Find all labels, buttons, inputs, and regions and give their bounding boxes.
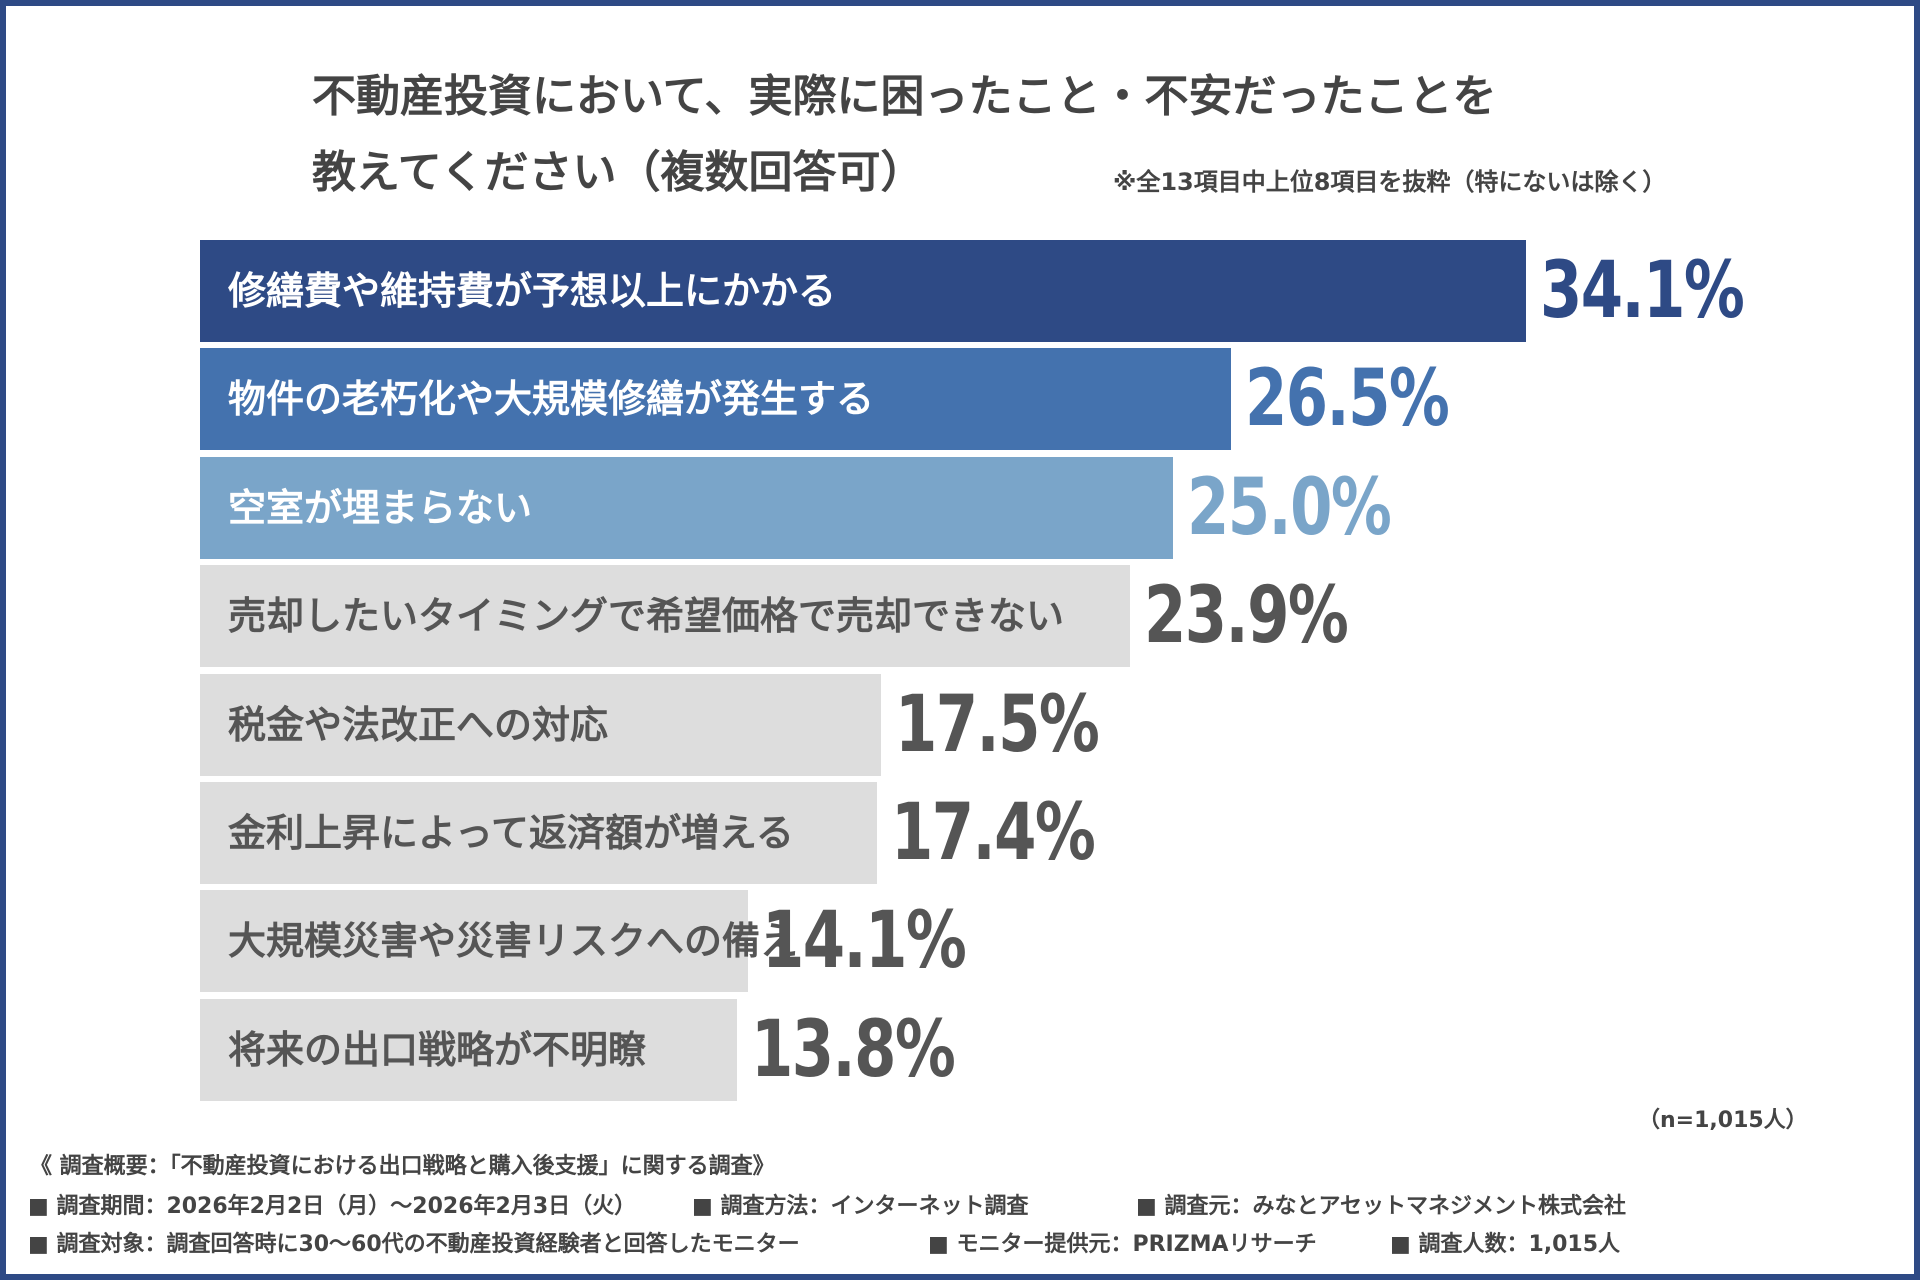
monitor-provider: ■ モニター提供元：PRIZMAリサーチ <box>928 1232 1317 1257</box>
bar <box>200 348 1231 451</box>
data-label: 17.4% <box>890 788 1096 878</box>
chart-title-line2: 教えてください（複数回答可） <box>312 147 925 198</box>
footer-row1: ■ 調査期間：2026年2月2日（月）〜2026年2月3日（火） ■ 調査方法：… <box>0 1188 1920 1219</box>
data-label: 26.5% <box>1244 354 1450 445</box>
bar <box>200 890 749 993</box>
bar-label: 物件の老朽化や大規模修繕が発生する <box>228 377 875 422</box>
chart-note: ※全13項目中上位8項目を抜粋（特にないは除く） <box>1113 168 1667 196</box>
bar-label: 金利上昇によって返済額が増える <box>228 811 794 855</box>
bar <box>200 456 1173 559</box>
survey-source: ■ 調査元：みなとアセットマネジメント株式会社 <box>1136 1194 1627 1219</box>
footer-row2: ■ 調査対象：調査回答時に30〜60代の不動産投資経験者と回答したモニター ■ … <box>0 1226 1920 1257</box>
chart-title-line1: 不動産投資において、実際に困ったこと・不安だったことを <box>312 71 1497 122</box>
survey-target: ■ 調査対象：調査回答時に30〜60代の不動産投資経験者と回答したモニター <box>28 1232 800 1257</box>
bar-label: 空室が埋まらない <box>228 485 533 530</box>
data-label: 14.1% <box>762 896 967 987</box>
bar-label: 売却したいタイミングで希望価格で売却できない <box>228 594 1065 639</box>
survey-count: ■ 調査人数：1,015人 <box>1390 1232 1621 1257</box>
data-label: 23.9% <box>1143 571 1349 662</box>
data-label: 25.0% <box>1186 462 1392 553</box>
sample-size: （n=1,015人） <box>1638 1108 1808 1133</box>
bar <box>200 782 877 884</box>
bar-label: 修繕費や維持費が予想以上にかかる <box>228 269 837 313</box>
bar-label: 大規模災害や災害リスクへの備え <box>228 919 799 964</box>
data-label: 17.5% <box>894 679 1100 770</box>
bar <box>200 998 737 1101</box>
data-label: 13.8% <box>750 1004 956 1095</box>
data-label: 34.1% <box>1540 246 1745 336</box>
bar <box>200 240 1527 342</box>
survey-period: ■ 調査期間：2026年2月2日（月）〜2026年2月3日（火） <box>28 1194 637 1219</box>
bar <box>200 565 1130 668</box>
survey-method: ■ 調査方法：インターネット調査 <box>692 1194 1029 1219</box>
footer-heading: 《 調査概要：「不動産投資における出口戦略と購入後支援」に関する調査》 <box>30 1154 775 1179</box>
bar-label: 税金や法改正への対応 <box>228 702 609 747</box>
bar <box>200 673 881 776</box>
bar-label: 将来の出口戦略が不明瞭 <box>228 1027 647 1072</box>
